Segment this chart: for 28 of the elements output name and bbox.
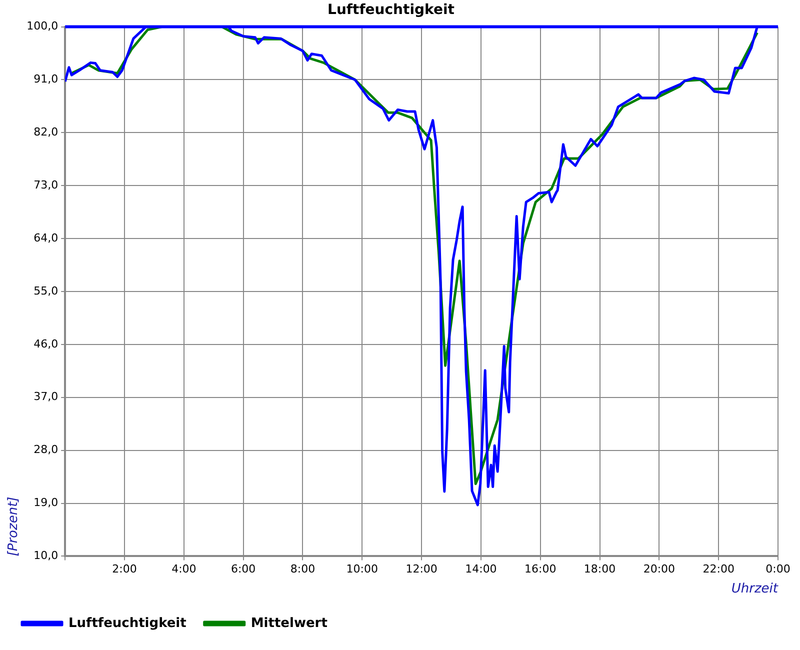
y-tick-label: 28,0 <box>34 443 58 456</box>
y-tick-label: 73,0 <box>34 178 58 192</box>
x-tick-label: 0:00 <box>766 562 790 576</box>
x-tick-label: 20:00 <box>643 562 676 576</box>
legend-label: Mittelwert <box>250 616 328 631</box>
legend-label: Luftfeuchtigkeit <box>68 616 186 631</box>
x-tick-label: 14:00 <box>465 562 497 576</box>
y-tick-label: 19,0 <box>34 496 58 510</box>
y-tick-label: 91,0 <box>34 72 58 86</box>
y-tick-label: 46,0 <box>34 337 58 350</box>
x-tick-label: 12:00 <box>406 562 438 576</box>
x-tick-label: 22:00 <box>702 562 734 576</box>
x-tick-label: 2:00 <box>112 562 137 576</box>
x-tick-label: 8:00 <box>290 562 316 576</box>
x-tick-label: 6:00 <box>230 562 256 576</box>
x-tick-label: 10:00 <box>346 562 378 576</box>
y-tick-label: 10,0 <box>34 549 58 562</box>
y-axis-title: [Prozent] <box>6 496 22 556</box>
y-tick-label: 82,0 <box>34 126 58 139</box>
x-tick-label: 4:00 <box>172 562 196 576</box>
chart-title: Luftfeuchtigkeit <box>328 2 455 18</box>
y-tick-label: 64,0 <box>34 231 58 244</box>
y-tick-label: 100,0 <box>26 20 58 33</box>
x-tick-label: 18:00 <box>584 562 616 576</box>
x-axis-title: Uhrzeit <box>731 582 779 597</box>
y-tick-label: 37,0 <box>34 390 58 404</box>
y-tick-label: 55,0 <box>34 284 58 298</box>
x-tick-label: 16:00 <box>524 562 556 576</box>
